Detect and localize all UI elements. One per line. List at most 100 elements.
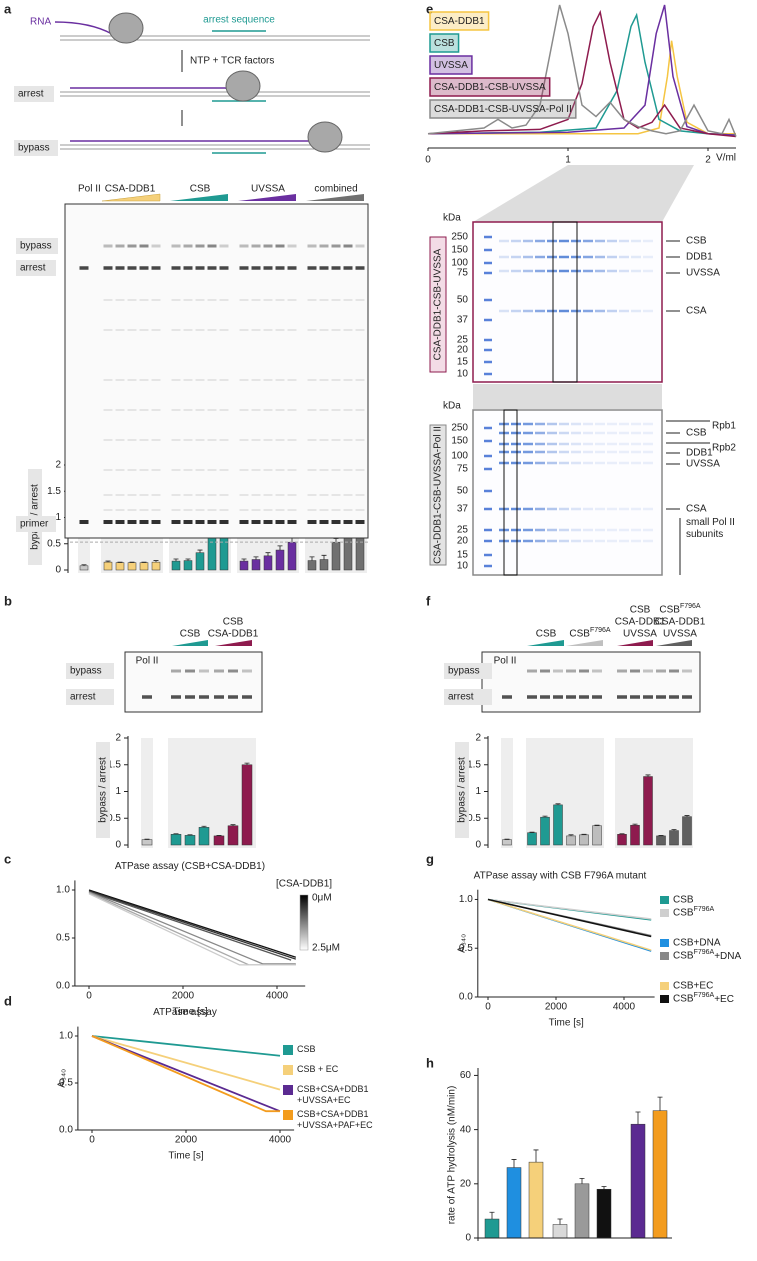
gel-band bbox=[619, 539, 629, 543]
gel-band bbox=[484, 348, 492, 352]
wedge bbox=[215, 640, 252, 646]
gel-band bbox=[355, 409, 365, 411]
gel-band bbox=[171, 329, 181, 331]
gel-band bbox=[583, 528, 593, 532]
gel-band bbox=[263, 329, 273, 331]
gel-band bbox=[287, 439, 297, 441]
panel-label: b bbox=[4, 593, 12, 608]
bar bbox=[287, 541, 297, 571]
error-bar bbox=[557, 1218, 563, 1225]
gel-band bbox=[319, 266, 329, 270]
gel-band bbox=[484, 271, 492, 275]
gel-band bbox=[139, 266, 149, 270]
error-bar bbox=[671, 829, 677, 831]
legend-swatch bbox=[660, 995, 669, 1003]
gel-band bbox=[571, 450, 581, 454]
gel-band bbox=[571, 507, 581, 511]
gel-band bbox=[251, 329, 261, 331]
gel-band bbox=[523, 269, 533, 273]
bar bbox=[484, 1218, 500, 1239]
gel-band bbox=[219, 266, 229, 270]
gel-band bbox=[484, 372, 492, 376]
y-axis-label: bypass / arrest bbox=[457, 757, 468, 823]
gel-band bbox=[631, 539, 641, 543]
gel-band bbox=[511, 239, 521, 243]
group-shade bbox=[501, 738, 513, 848]
gel-band bbox=[523, 431, 533, 435]
y-axis-label: rate of ATP hydrolysis (nM/min) bbox=[447, 1086, 458, 1225]
gel-band bbox=[595, 539, 605, 543]
gel-band bbox=[607, 309, 617, 313]
gel bbox=[472, 409, 663, 576]
gel-band bbox=[619, 461, 629, 465]
gel-band bbox=[484, 467, 492, 471]
y-tick-label: 0.0 bbox=[59, 1125, 73, 1136]
x-tick-label: 2000 bbox=[175, 1135, 198, 1146]
gel-band bbox=[219, 469, 229, 471]
gel bbox=[124, 651, 263, 713]
gel-band bbox=[127, 469, 137, 471]
series-line bbox=[88, 891, 296, 965]
label-box bbox=[16, 238, 58, 254]
marker-label: 20 bbox=[457, 345, 469, 356]
gel-band bbox=[115, 520, 125, 524]
gel-band bbox=[643, 422, 653, 426]
marker-label: 50 bbox=[457, 486, 469, 497]
bar bbox=[506, 1167, 522, 1239]
error-bar bbox=[265, 552, 271, 556]
gel-band bbox=[643, 442, 653, 446]
marker-label: 75 bbox=[457, 268, 469, 279]
protein-label: DDB1 bbox=[686, 448, 713, 459]
gel-band bbox=[631, 431, 641, 435]
gel-band bbox=[79, 266, 89, 270]
gel-band bbox=[484, 235, 492, 239]
gel-band bbox=[183, 409, 193, 411]
bar bbox=[241, 764, 253, 846]
series-line bbox=[88, 890, 297, 960]
gel-band bbox=[607, 239, 617, 243]
gel-band bbox=[499, 309, 509, 313]
gel-band bbox=[239, 299, 249, 301]
gel-band bbox=[656, 669, 666, 673]
gel-band bbox=[219, 379, 229, 381]
gel-band bbox=[331, 509, 341, 511]
group-shade bbox=[615, 738, 693, 848]
bar bbox=[630, 824, 640, 846]
gel-band bbox=[535, 239, 545, 243]
error-bar bbox=[141, 561, 147, 563]
gel-band bbox=[171, 469, 181, 471]
gel-band bbox=[484, 539, 492, 543]
y-tick-label: 60 bbox=[460, 1070, 472, 1081]
gel-band bbox=[239, 409, 249, 411]
error-bar bbox=[241, 558, 247, 562]
gel-band bbox=[263, 494, 273, 496]
gel-band bbox=[103, 439, 113, 441]
wedge bbox=[238, 194, 296, 201]
gel-band bbox=[115, 266, 125, 270]
gel-band bbox=[607, 450, 617, 454]
bar bbox=[103, 561, 113, 571]
gel-band bbox=[631, 450, 641, 454]
gel-band bbox=[115, 379, 125, 381]
gel-band bbox=[207, 329, 217, 331]
gel-band bbox=[185, 695, 195, 699]
gel-band bbox=[571, 539, 581, 543]
gel-band bbox=[535, 507, 545, 511]
gel-band bbox=[214, 695, 224, 699]
gel-band bbox=[263, 469, 273, 471]
gel-band bbox=[547, 309, 557, 313]
gel-band bbox=[115, 469, 125, 471]
gel-band bbox=[571, 422, 581, 426]
x-tick-label: 0 bbox=[425, 155, 431, 166]
gel-band bbox=[195, 266, 205, 270]
chart-title: ATPase assay with CSB F796A mutant bbox=[474, 870, 647, 881]
bar bbox=[553, 804, 563, 846]
gel-band bbox=[571, 528, 581, 532]
gel-band bbox=[595, 442, 605, 446]
legend-swatch bbox=[660, 952, 669, 960]
gel-band bbox=[540, 695, 550, 699]
gel-band bbox=[559, 442, 569, 446]
lane-label: CSB bbox=[630, 605, 651, 616]
chart-title: ATPase assay (CSB+CSA-DDB1) bbox=[115, 861, 265, 872]
